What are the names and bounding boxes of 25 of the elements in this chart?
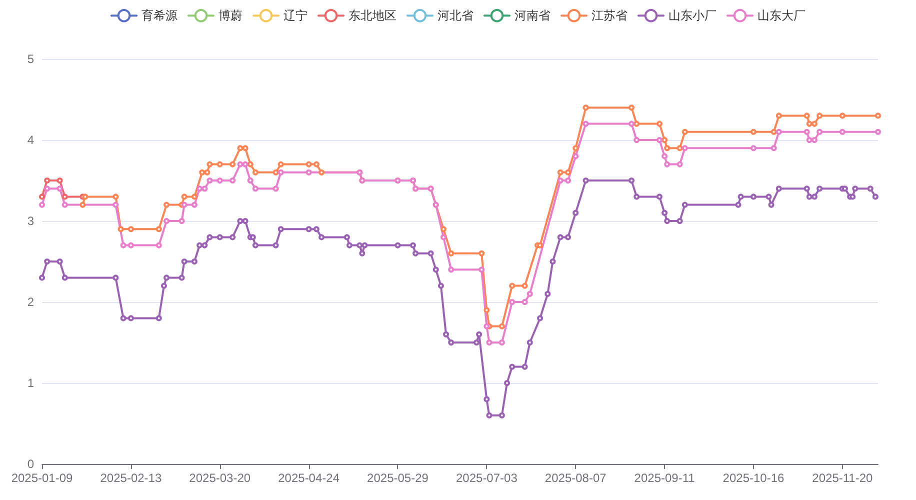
y-tick-label: 0 [27, 457, 34, 471]
legend-label: 博蔚 [218, 8, 242, 23]
legend-label: 育希源 [142, 8, 178, 23]
legend-label: 辽宁 [284, 8, 308, 23]
x-tick-label: 2025-05-29 [367, 471, 429, 485]
legend-label: 东北地区 [348, 8, 396, 23]
x-tick-label: 2025-01-09 [11, 471, 74, 485]
x-tick-label: 2025-03-20 [189, 471, 251, 485]
legend-label: 山东大厂 [758, 8, 806, 23]
x-tick-label: 2025-02-13 [100, 471, 162, 485]
legend-label: 江苏省 [592, 8, 628, 23]
x-tick-label: 2025-04-24 [278, 471, 340, 485]
y-tick-label: 5 [27, 52, 34, 66]
y-tick-label: 4 [27, 133, 34, 147]
x-tick-label: 2025-08-07 [544, 471, 607, 485]
x-tick-label: 2025-07-03 [456, 471, 518, 485]
legend-label: 河北省 [438, 8, 474, 23]
y-tick-label: 3 [27, 214, 34, 228]
y-tick-label: 2 [27, 295, 34, 309]
x-tick-label: 2025-10-16 [722, 471, 785, 485]
x-tick-label: 2025-11-20 [812, 471, 873, 485]
legend-label: 山东小厂 [668, 8, 716, 23]
x-tick-label: 2025-09-11 [634, 471, 696, 485]
y-tick-label: 1 [27, 376, 34, 390]
legend-label: 河南省 [514, 8, 550, 23]
